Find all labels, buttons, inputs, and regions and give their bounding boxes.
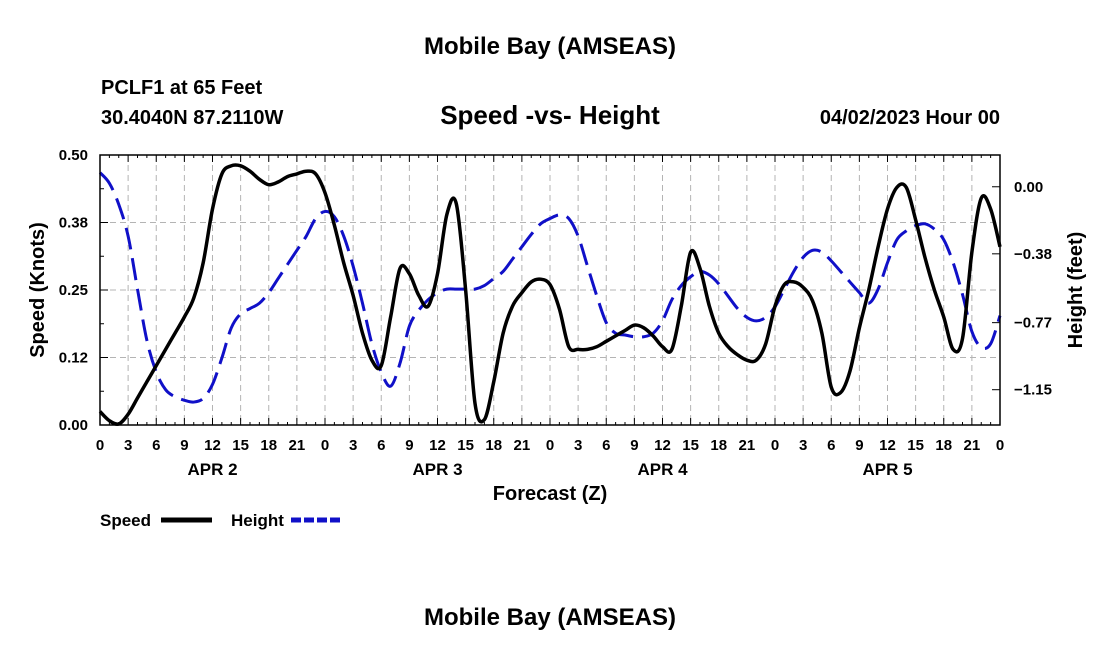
grid bbox=[100, 155, 1000, 425]
x-axis-title: Forecast (Z) bbox=[493, 483, 607, 505]
y2-tick-label: 0.00 bbox=[1014, 179, 1043, 196]
x-tick-label: 18 bbox=[935, 437, 952, 454]
y-tick-label: 0.25 bbox=[59, 282, 88, 299]
legend: Speed Height bbox=[100, 511, 342, 530]
chart-subtitle: Speed -vs- Height bbox=[440, 100, 660, 130]
day-label: APR 2 bbox=[187, 460, 237, 479]
legend-speed-label: Speed bbox=[100, 511, 151, 530]
x-tick-label: 0 bbox=[546, 437, 554, 454]
x-tick-label: 3 bbox=[574, 437, 582, 454]
speed-series-line bbox=[98, 163, 1002, 426]
chart-bottom-title: Mobile Bay (AMSEAS) bbox=[424, 604, 676, 631]
x-tick-label: 18 bbox=[710, 437, 727, 454]
legend-height-label: Height bbox=[231, 511, 284, 530]
y-axis-title: Speed (Knots) bbox=[27, 222, 49, 358]
x-tick-label: 18 bbox=[485, 437, 502, 454]
coords-label: 30.4040N 87.2110W bbox=[101, 107, 283, 129]
chart-top-title: Mobile Bay (AMSEAS) bbox=[424, 33, 676, 60]
x-tick-label: 3 bbox=[799, 437, 807, 454]
x-tick-label: 12 bbox=[429, 437, 446, 454]
x-tick-label: 6 bbox=[377, 437, 385, 454]
x-tick-label: 15 bbox=[682, 437, 699, 454]
y-tick-label: 0.38 bbox=[59, 215, 88, 232]
x-tick-label: 6 bbox=[827, 437, 835, 454]
x-tick-labels: 0 3 6 9 12 15 18 21 0 3 6 9 12 15 18 21 0 3 6 9 12 15 18 21 0 3 6 9… bbox=[96, 437, 1004, 454]
x-tick-label: 12 bbox=[879, 437, 896, 454]
y2-tick-label: −0.38 bbox=[1014, 246, 1052, 263]
x-tick-label: 15 bbox=[457, 437, 474, 454]
day-label: APR 3 bbox=[412, 460, 462, 479]
x-tick-label: 21 bbox=[739, 437, 756, 454]
day-label: APR 4 bbox=[637, 460, 688, 479]
x-tick-label: 12 bbox=[204, 437, 221, 454]
x-tick-label: 12 bbox=[654, 437, 671, 454]
y-tick-label: 0.50 bbox=[59, 147, 88, 164]
height-series-line bbox=[98, 171, 1002, 404]
run-time-label: 04/02/2023 Hour 00 bbox=[820, 107, 1000, 129]
day-label: APR 5 bbox=[862, 460, 912, 479]
y-tick-label: 0.12 bbox=[59, 350, 88, 367]
y2-tick-label: −0.77 bbox=[1014, 315, 1052, 332]
x-tick-label: 15 bbox=[232, 437, 249, 454]
x-tick-label: 15 bbox=[907, 437, 924, 454]
series-lines bbox=[98, 163, 1002, 426]
x-tick-label: 6 bbox=[602, 437, 610, 454]
x-tick-label: 9 bbox=[855, 437, 863, 454]
x-tick-label: 0 bbox=[996, 437, 1004, 454]
x-tick-label: 3 bbox=[124, 437, 132, 454]
x-tick-label: 21 bbox=[964, 437, 981, 454]
y-tick-labels: 0.00 0.12 0.25 0.38 0.50 bbox=[59, 147, 88, 434]
y-tick-label: 0.00 bbox=[59, 417, 88, 434]
x-tick-label: 21 bbox=[289, 437, 306, 454]
day-labels: APR 2 APR 3 APR 4 APR 5 bbox=[187, 460, 912, 479]
x-tick-label: 21 bbox=[514, 437, 531, 454]
x-tick-label: 9 bbox=[180, 437, 188, 454]
x-tick-label: 0 bbox=[321, 437, 329, 454]
y2-tick-labels: 0.00 −0.38 −0.77 −1.15 bbox=[1014, 179, 1052, 399]
x-tick-label: 3 bbox=[349, 437, 357, 454]
plot-frame bbox=[99, 154, 1001, 426]
x-tick-label: 9 bbox=[405, 437, 413, 454]
x-tick-label: 18 bbox=[260, 437, 277, 454]
x-tick-label: 6 bbox=[152, 437, 160, 454]
station-label: PCLF1 at 65 Feet bbox=[101, 77, 263, 99]
x-tick-label: 9 bbox=[630, 437, 638, 454]
x-tick-label: 0 bbox=[96, 437, 104, 454]
x-tick-label: 0 bbox=[771, 437, 779, 454]
y2-tick-label: −1.15 bbox=[1014, 382, 1052, 399]
y2-axis-title: Height (feet) bbox=[1065, 232, 1087, 349]
